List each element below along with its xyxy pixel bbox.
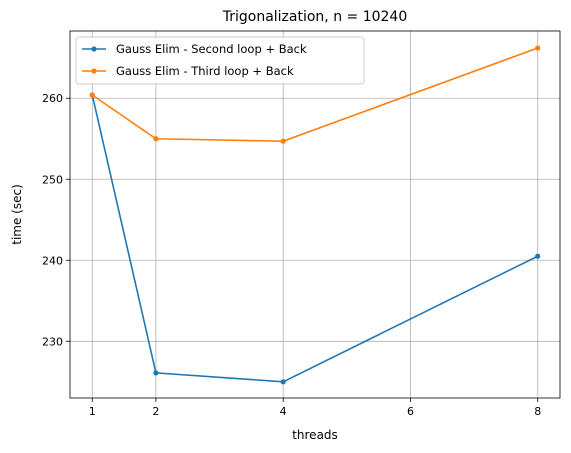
y-axis-ticks: 230 240 250 260: [42, 92, 70, 348]
data-point: [153, 370, 159, 376]
x-tick-label: 4: [280, 405, 287, 418]
y-tick-label: 250: [42, 173, 63, 186]
x-axis-ticks: 1 2 4 6 8: [89, 398, 541, 418]
data-point: [153, 136, 159, 142]
legend-label: Gauss Elim - Third loop + Back: [116, 64, 294, 78]
y-tick-label: 230: [42, 335, 63, 348]
legend-label: Gauss Elim - Second loop + Back: [116, 42, 307, 56]
y-axis-label: time (sec): [10, 184, 24, 245]
x-tick-label: 6: [407, 405, 414, 418]
data-point: [535, 253, 541, 259]
legend-marker: [91, 46, 97, 52]
x-tick-label: 2: [152, 405, 159, 418]
x-tick-label: 1: [89, 405, 96, 418]
x-tick-label: 8: [534, 405, 541, 418]
series-layer: [89, 45, 541, 385]
legend-item: Gauss Elim - Third loop + Back: [82, 64, 294, 78]
series-2: [89, 45, 541, 144]
data-point: [280, 379, 286, 385]
legend-marker: [91, 68, 97, 74]
chart-title: Trigonalization, n = 10240: [222, 9, 408, 25]
legend: Gauss Elim - Second loop + Back Gauss Eli…: [75, 36, 365, 85]
series-line: [91, 47, 539, 142]
data-point: [89, 92, 95, 98]
y-tick-label: 260: [42, 92, 63, 105]
x-axis-label: threads: [292, 428, 338, 442]
grid-lines: [70, 31, 560, 398]
legend-item: Gauss Elim - Second loop + Back: [82, 42, 307, 56]
series-1: [89, 92, 541, 385]
data-point: [280, 138, 286, 144]
legend-box: [75, 36, 365, 85]
plot-frame: [69, 30, 561, 399]
y-tick-label: 240: [42, 254, 63, 267]
series-line: [91, 94, 539, 383]
data-point: [535, 45, 541, 51]
